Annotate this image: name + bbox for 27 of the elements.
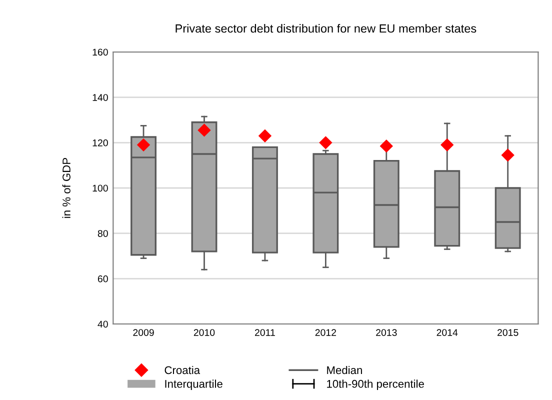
text: Median (327, 366, 362, 374)
point (501, 148, 514, 162)
legend-label: Croatia (164, 366, 200, 374)
point (258, 129, 272, 142)
point (319, 136, 332, 150)
point (136, 138, 150, 152)
x-tick-label: 2015 (498, 329, 518, 336)
point (198, 124, 211, 137)
x-tick-label: 2014 (436, 329, 458, 336)
y-tick-label: 60 (98, 275, 108, 282)
text: Interquartile (165, 380, 222, 390)
y-tick-label: 100 (92, 184, 108, 192)
x-tick-label: 2012 (315, 329, 336, 336)
y-tick-label: 160 (92, 48, 108, 56)
y-tick-label: 40 (98, 320, 108, 328)
x-tick-label: 2013 (376, 329, 397, 336)
point (440, 138, 454, 152)
y-tick-label: 140 (92, 94, 108, 101)
x-tick-label: 2011 (254, 329, 275, 336)
y-tick-label: 120 (92, 139, 108, 146)
text: 10th-90th percentile (327, 380, 424, 390)
y-tick-label: 80 (98, 230, 108, 237)
x-tick-label: 2009 (133, 329, 154, 336)
x-tick-label: 2010 (194, 329, 215, 336)
y-axis-title: in % of GDP (62, 158, 70, 218)
chart-title: Private sector debt distribution for new EU member states (176, 24, 476, 33)
point (380, 139, 393, 153)
